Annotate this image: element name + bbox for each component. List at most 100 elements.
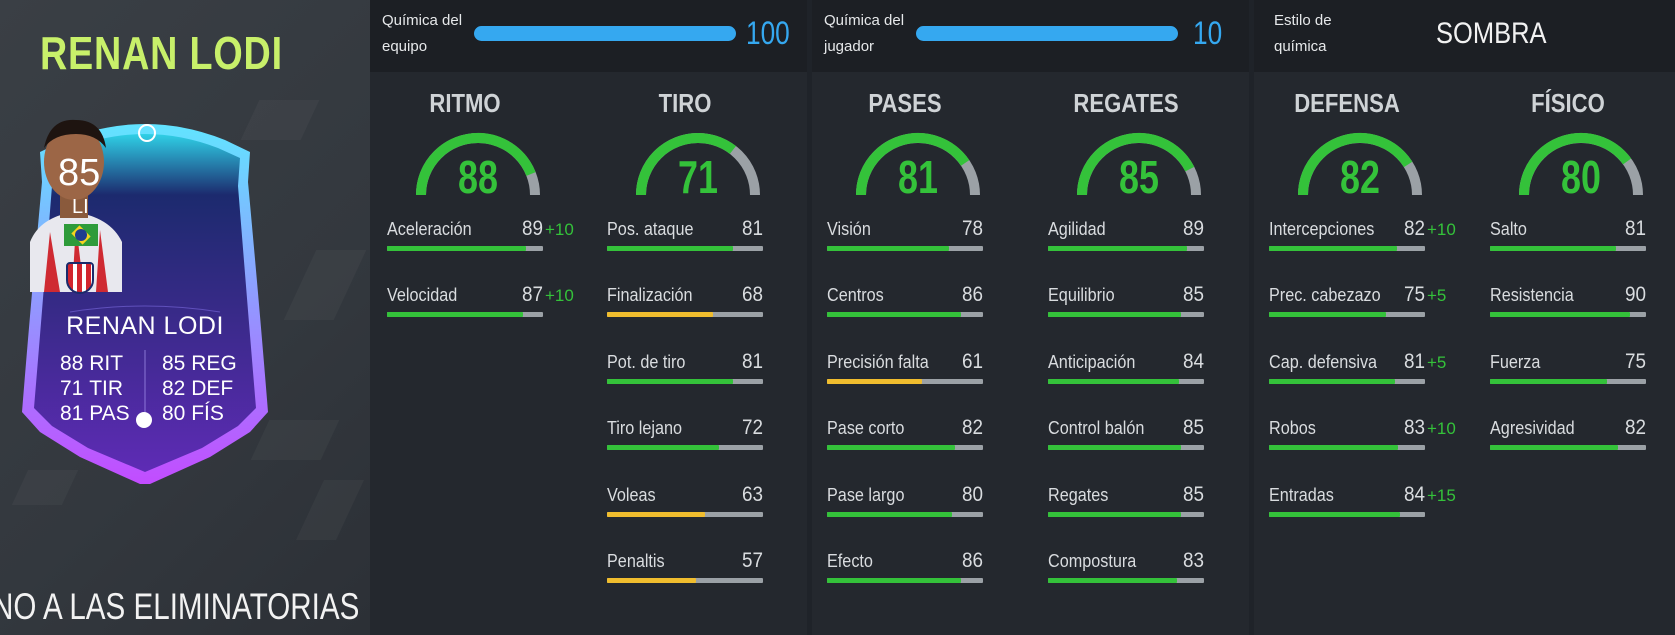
stat-bar (827, 312, 983, 317)
player-chemistry-value: 10 (1193, 15, 1223, 51)
stat-value: 82 (961, 416, 983, 439)
stat-name: Control balón (1048, 418, 1145, 438)
team-chemistry-bar: Química del equipo 100 (370, 0, 807, 72)
stat-bar-fill (1048, 246, 1187, 251)
stat-bonus: +5 (1427, 353, 1447, 372)
stat-bar-fill (1490, 445, 1618, 450)
stat-value: 72 (741, 416, 763, 439)
stat-name: Pase largo (827, 485, 905, 505)
stat-bar (1269, 246, 1425, 251)
stat-value: 78 (961, 217, 983, 240)
stat-bar (1490, 379, 1646, 384)
stat-bar (607, 578, 763, 583)
stat-value: 81 (1624, 217, 1646, 240)
stat-bar (827, 246, 983, 251)
stat-bar (1269, 445, 1425, 450)
stat-bar (1048, 246, 1204, 251)
stat-name: Resistencia (1490, 285, 1574, 305)
gauge-fill (636, 133, 736, 196)
card-attr-def: 82 DEF (162, 377, 234, 400)
stat-bonus: +10 (545, 220, 574, 239)
news-ticker: NO A LAS ELIMINATORIAS DE (0, 586, 370, 627)
stat-bar-fill (1048, 578, 1178, 583)
stat-bar-fill (1269, 445, 1399, 450)
stat-name: Penaltis (607, 551, 665, 571)
stat-value: 83 (1182, 549, 1204, 572)
player-card[interactable]: 85 LI RENAN LODI 88 RIT 85 REG 71 TIR 82… (10, 112, 280, 484)
stat-name: Fuerza (1490, 352, 1541, 372)
stat-value: 75 (1403, 283, 1425, 306)
stat-bar (387, 312, 543, 317)
stat-bar (607, 379, 763, 384)
stat-name: Equilibrio (1048, 285, 1115, 305)
stat-bar (1048, 578, 1204, 583)
stat-value: 89 (1182, 217, 1204, 240)
club-crest-icon (66, 262, 94, 294)
stat-bar (1490, 246, 1646, 251)
stat-name: Prec. cabezazo (1269, 285, 1381, 305)
stat-value: 90 (1624, 283, 1646, 306)
stat-bar (1269, 512, 1425, 517)
player-chemistry-label-1: Química del (824, 12, 905, 29)
stat-value: 83 (1403, 416, 1425, 439)
stat-value: 85 (1182, 483, 1204, 506)
stat-bar (827, 445, 983, 450)
player-chemistry-label-2: jugador (824, 38, 875, 55)
stat-value: 57 (741, 549, 763, 572)
stat-bar (827, 578, 983, 583)
stat-bonus: +10 (545, 286, 574, 305)
stat-name: Pase corto (827, 418, 905, 438)
stat-bar-fill (1048, 512, 1181, 517)
category-title-defensa: DEFENSA (1294, 88, 1400, 118)
category-gauge-fisico (1519, 133, 1643, 196)
category-value-regates: 85 (1119, 151, 1159, 203)
stat-value: 87 (521, 283, 543, 306)
stat-bar-fill (827, 246, 949, 251)
category-value-fisico: 80 (1561, 151, 1601, 203)
category-title-ritmo: RITMO (429, 88, 501, 118)
stat-value: 81 (741, 217, 763, 240)
stat-bar-fill (1048, 445, 1181, 450)
category-title-fisico: FÍSICO (1531, 88, 1605, 118)
category-value-tiro: 71 (678, 151, 718, 203)
chemistry-style-label-1: Estilo de (1274, 12, 1332, 29)
stat-value: 84 (1403, 483, 1425, 506)
stat-bar (607, 312, 763, 317)
section-2 (812, 0, 1249, 635)
stat-bar-fill (827, 379, 923, 384)
player-chemistry-bar: Química del jugador 10 (812, 0, 1249, 72)
stat-name: Agilidad (1048, 219, 1106, 239)
stat-name: Agresividad (1490, 418, 1575, 438)
category-gauge-ritmo (416, 133, 540, 196)
gauge-fill (1519, 133, 1632, 196)
card-attr-rit: 88 RIT (60, 352, 124, 375)
chemistry-style-bar[interactable]: Estilo de química SOMBRA (1254, 0, 1675, 72)
stat-name: Finalización (607, 285, 693, 305)
stat-bar (1490, 312, 1646, 317)
stat-bar (387, 246, 543, 251)
stat-name: Voleas (607, 485, 656, 505)
stat-bar-fill (607, 445, 720, 450)
stat-bar-fill (387, 246, 526, 251)
card-attr-tir: 71 TIR (60, 377, 124, 400)
stat-bar-fill (607, 578, 696, 583)
stat-bar-fill (1490, 246, 1617, 251)
stat-bonus: +15 (1427, 486, 1456, 505)
stat-value: 82 (1624, 416, 1646, 439)
stat-name: Cap. defensiva (1269, 352, 1378, 372)
card-position: LI (72, 196, 89, 218)
stat-bar (607, 246, 763, 251)
category-gauge-defensa (1298, 133, 1422, 196)
stat-bar-fill (1269, 512, 1401, 517)
stat-bar-fill (607, 312, 714, 317)
stat-bar-fill (1490, 312, 1631, 317)
stat-bar-fill (827, 512, 952, 517)
stat-bar-fill (827, 445, 955, 450)
stat-value: 75 (1624, 350, 1646, 373)
stat-bar (607, 512, 763, 517)
stat-bonus: +5 (1427, 286, 1447, 305)
stat-name: Efecto (827, 551, 873, 571)
category-value-defensa: 82 (1340, 151, 1380, 203)
stat-name: Centros (827, 285, 884, 305)
stat-name: Regates (1048, 485, 1109, 505)
